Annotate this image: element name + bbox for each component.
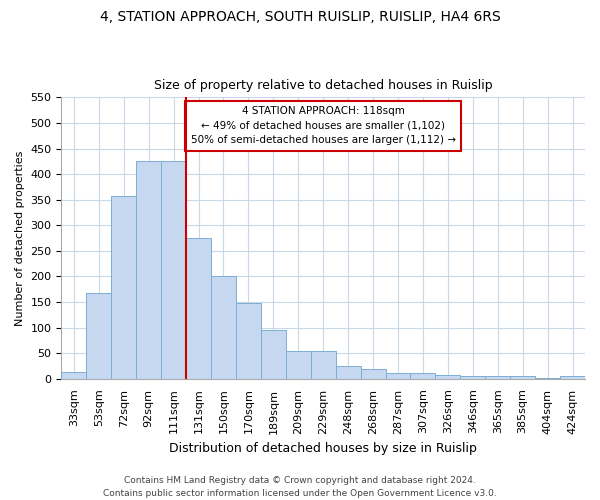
Bar <box>535 378 560 379</box>
Title: Size of property relative to detached houses in Ruislip: Size of property relative to detached ho… <box>154 79 493 92</box>
Bar <box>261 330 286 379</box>
Text: 4 STATION APPROACH: 118sqm
← 49% of detached houses are smaller (1,102)
50% of s: 4 STATION APPROACH: 118sqm ← 49% of deta… <box>191 106 456 146</box>
Bar <box>560 376 585 379</box>
Text: 4, STATION APPROACH, SOUTH RUISLIP, RUISLIP, HA4 6RS: 4, STATION APPROACH, SOUTH RUISLIP, RUIS… <box>100 10 500 24</box>
Bar <box>485 376 510 379</box>
Y-axis label: Number of detached properties: Number of detached properties <box>15 150 25 326</box>
Text: Contains HM Land Registry data © Crown copyright and database right 2024.
Contai: Contains HM Land Registry data © Crown c… <box>103 476 497 498</box>
Bar <box>111 196 136 379</box>
Bar <box>136 162 161 379</box>
Bar <box>286 350 311 379</box>
Bar <box>161 162 186 379</box>
X-axis label: Distribution of detached houses by size in Ruislip: Distribution of detached houses by size … <box>169 442 477 455</box>
Bar <box>361 368 386 379</box>
Bar <box>236 303 261 379</box>
Bar <box>61 372 86 379</box>
Bar <box>311 350 335 379</box>
Bar <box>211 276 236 379</box>
Bar <box>510 376 535 379</box>
Bar <box>460 376 485 379</box>
Bar <box>386 372 410 379</box>
Bar <box>335 366 361 379</box>
Bar <box>86 293 111 379</box>
Bar <box>436 374 460 379</box>
Bar <box>186 238 211 379</box>
Bar <box>410 372 436 379</box>
